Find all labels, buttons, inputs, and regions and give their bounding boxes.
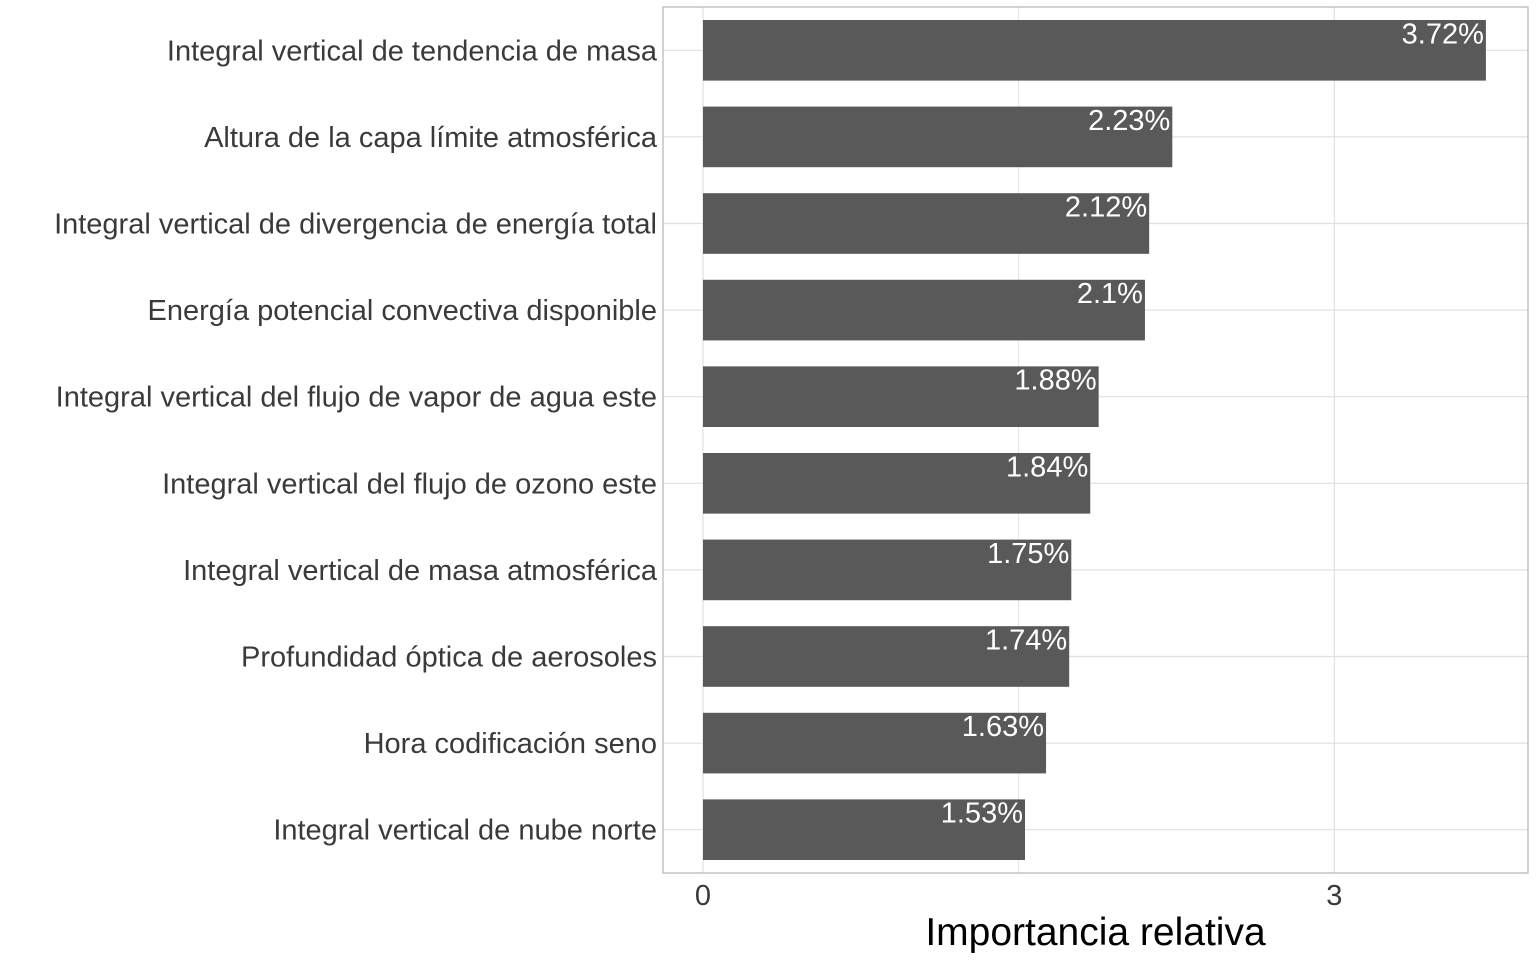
category-label: Profundidad óptica de aerosoles [241,642,657,674]
x-axis-title: Importancia relativa [925,911,1266,954]
category-label: Energía potencial convectiva disponible [148,295,657,327]
category-label: Integral vertical de masa atmosférica [183,555,658,587]
data-label: 2.1% [1077,278,1143,310]
category-label: Integral vertical de divergencia de ener… [54,209,657,241]
category-labels: Integral vertical de tendencia de masa Al… [54,35,658,846]
category-label: Integral vertical de nube norte [273,815,657,847]
category-label: Integral vertical del flujo de vapor de … [56,382,657,414]
category-label: Hora codificación seno [364,728,657,760]
category-label: Integral vertical del flujo de ozono est… [162,468,657,500]
data-label: 1.84% [1006,451,1088,483]
data-label: 3.72% [1402,18,1484,50]
data-label: 2.12% [1065,192,1147,224]
x-tick-label: 0 [695,880,711,912]
bar [703,20,1486,81]
bars [703,20,1486,860]
data-label: 1.53% [941,798,1023,830]
data-label: 1.88% [1014,365,1096,397]
data-label: 1.63% [962,711,1044,743]
data-label: 1.74% [985,625,1067,657]
category-label: Altura de la capa límite atmosférica [204,122,658,154]
data-label: 1.75% [987,538,1069,570]
x-tick-label: 3 [1326,880,1342,912]
category-label: Integral vertical de tendencia de masa [167,35,658,67]
data-label: 2.23% [1088,105,1170,137]
